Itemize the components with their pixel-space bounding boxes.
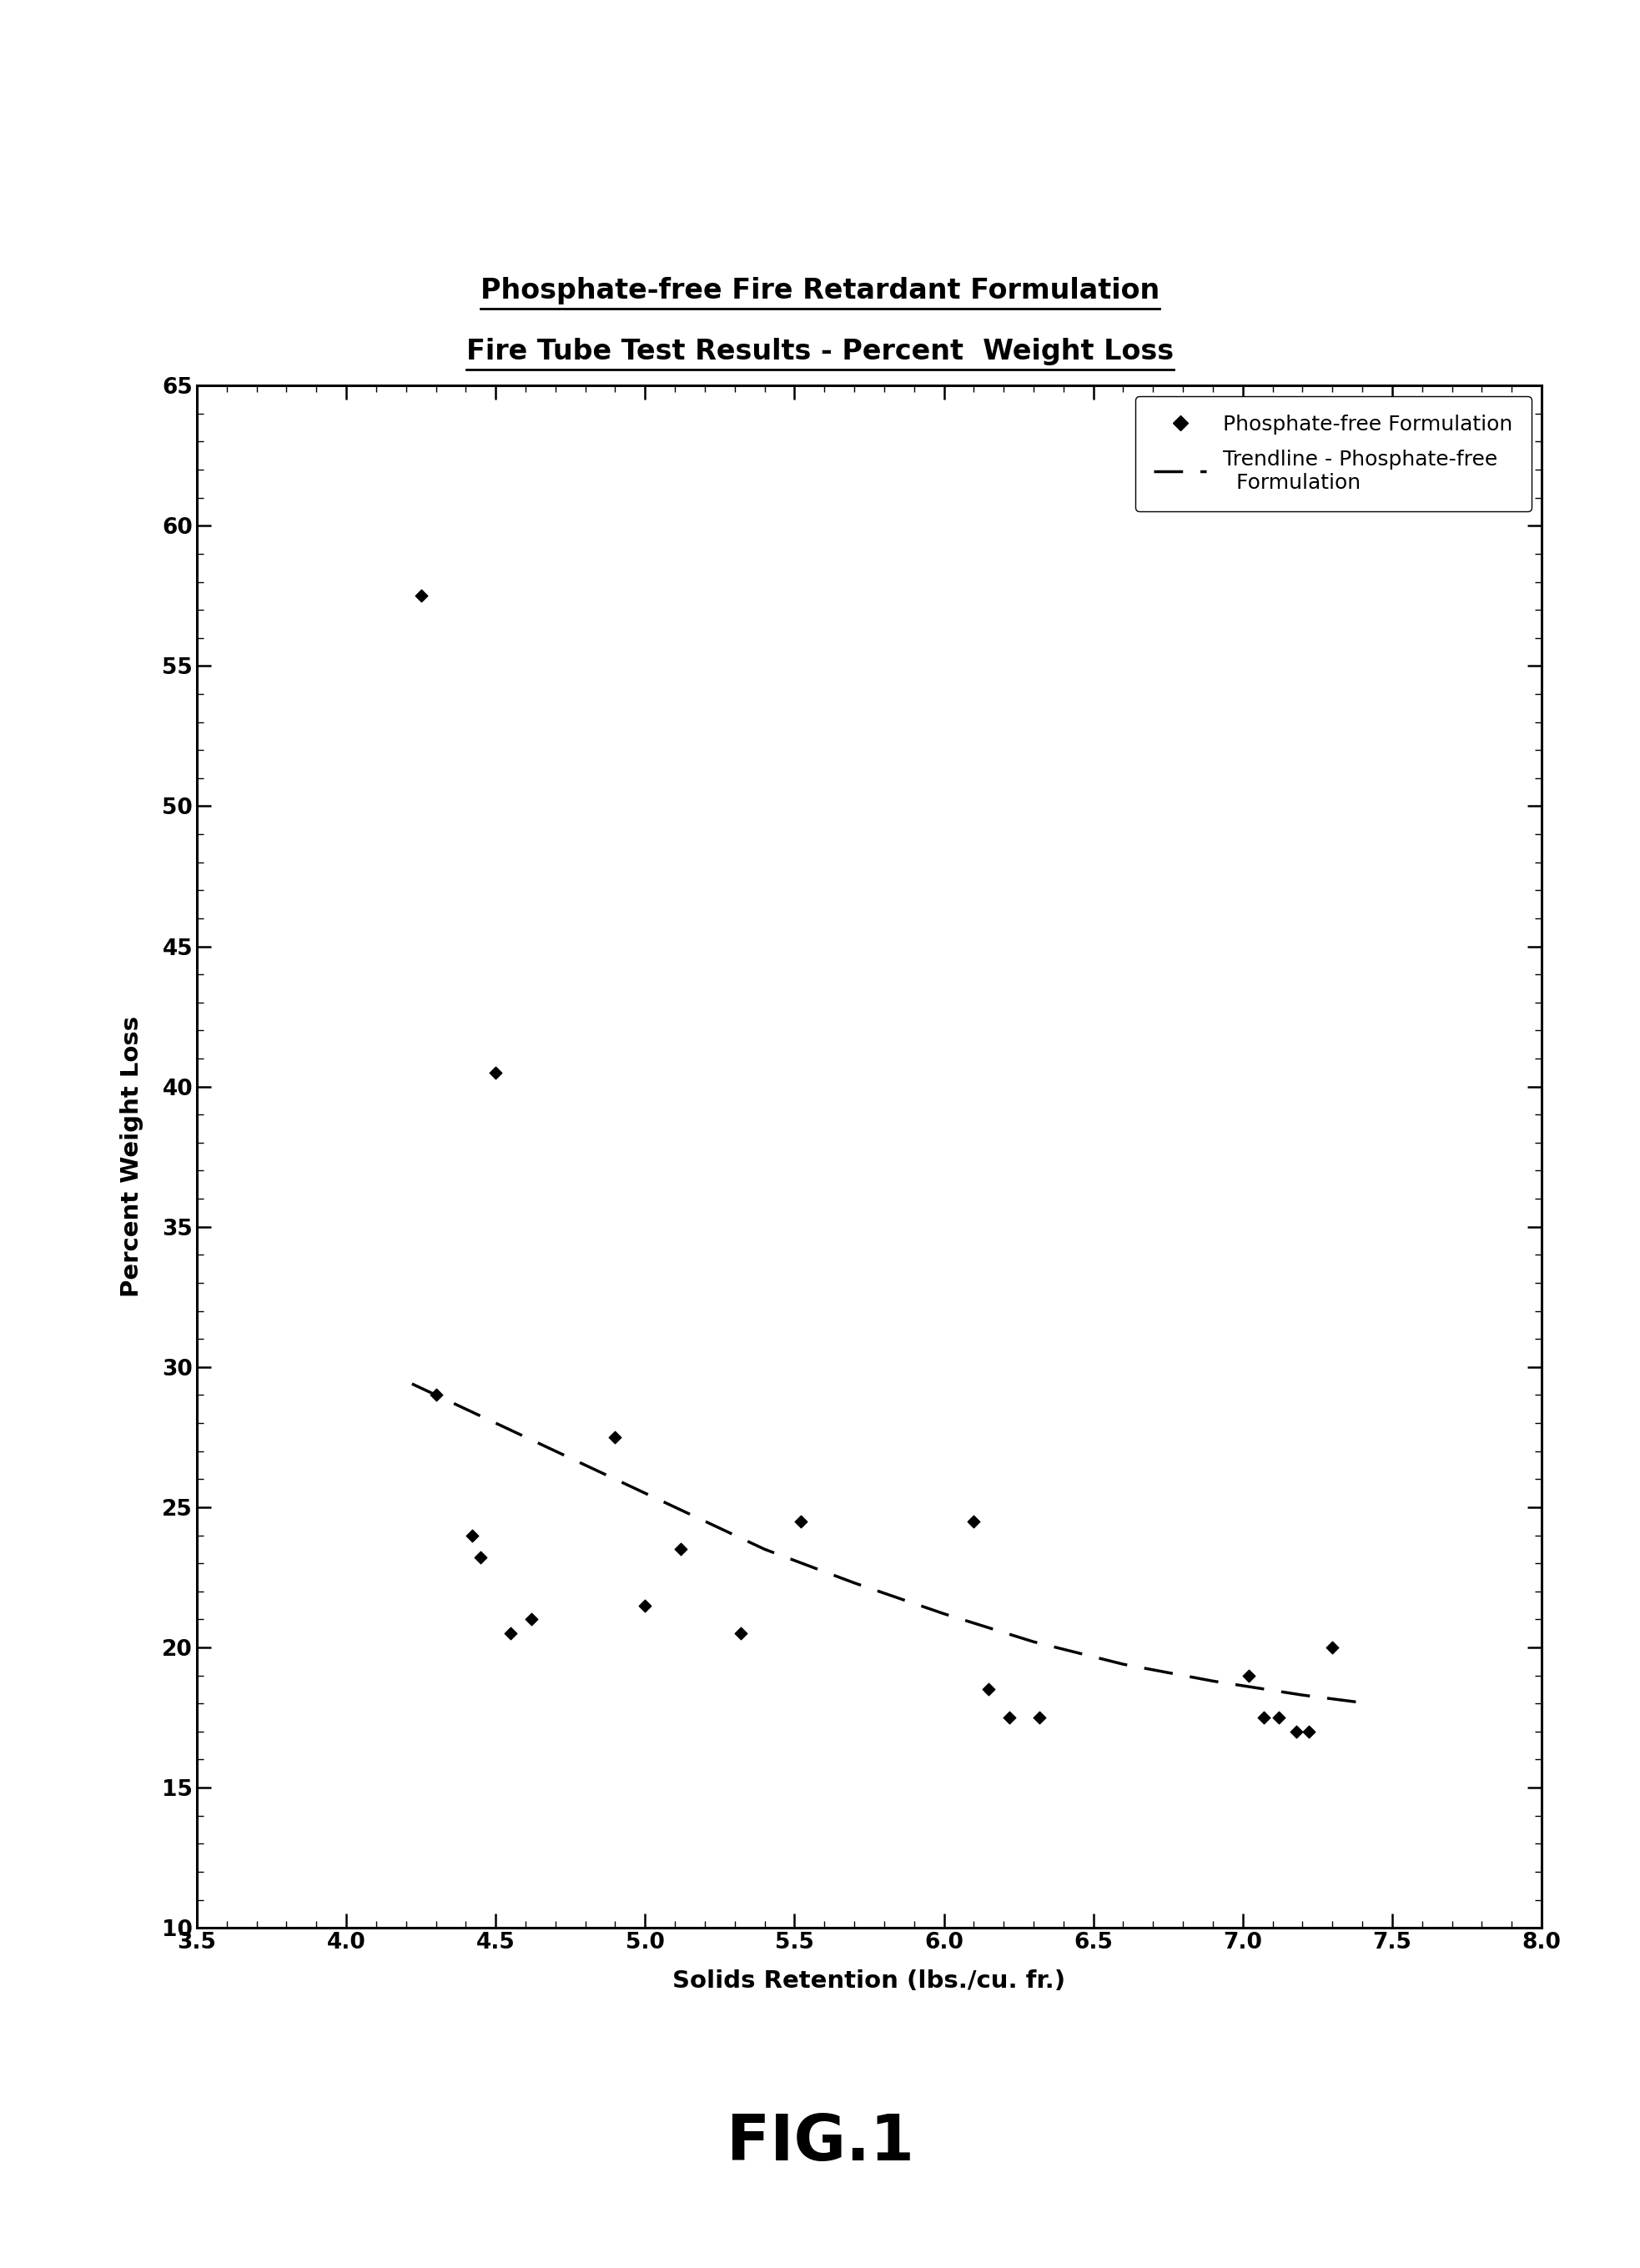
Text: Fire Tube Test Results - Percent  Weight Loss: Fire Tube Test Results - Percent Weight … [466, 338, 1174, 365]
X-axis label: Solids Retention (lbs./cu. fr.): Solids Retention (lbs./cu. fr.) [672, 1971, 1066, 1994]
Point [467, 1540, 494, 1576]
Point [408, 578, 435, 615]
Point [667, 1531, 694, 1567]
Point [631, 1588, 658, 1624]
Text: FIG.1: FIG.1 [727, 2112, 913, 2175]
Point [961, 1504, 987, 1540]
Point [518, 1601, 544, 1637]
Y-axis label: Percent Weight Loss: Percent Weight Loss [120, 1016, 143, 1297]
Point [1266, 1699, 1292, 1735]
Point [787, 1504, 813, 1540]
Point [997, 1699, 1023, 1735]
Text: Phosphate-free Fire Retardant Formulation: Phosphate-free Fire Retardant Formulatio… [481, 277, 1159, 304]
Point [423, 1377, 449, 1413]
Point [1296, 1712, 1322, 1749]
Point [497, 1615, 523, 1651]
Point [976, 1672, 1002, 1708]
Point [1319, 1628, 1345, 1665]
Point [1284, 1712, 1310, 1749]
Point [1027, 1699, 1053, 1735]
Point [459, 1517, 485, 1554]
Point [1235, 1658, 1261, 1694]
Point [1251, 1699, 1278, 1735]
Point [482, 1055, 508, 1091]
Legend: Phosphate-free Formulation, Trendline - Phosphate-free
  Formulation: Phosphate-free Formulation, Trendline - … [1135, 397, 1532, 510]
Point [602, 1420, 628, 1456]
Point [728, 1615, 754, 1651]
